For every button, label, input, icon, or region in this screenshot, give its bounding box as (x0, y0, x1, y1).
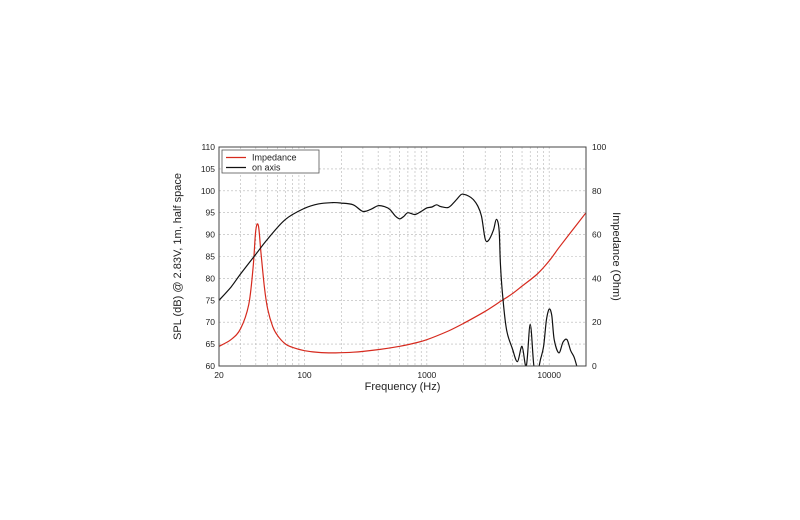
left-y-tick-label: 100 (201, 186, 215, 196)
right-y-tick-label: 40 (592, 273, 602, 283)
legend: Impedance on axis (221, 149, 320, 174)
right-y-tick-label: 0 (592, 361, 597, 371)
legend-box (221, 149, 320, 174)
left-y-tick-label: 70 (206, 317, 216, 327)
left-y-tick-label: 65 (206, 339, 216, 349)
left-y-tick-label: 75 (206, 295, 216, 305)
x-tick-label: 1000 (417, 370, 436, 380)
left-y-axis-title: SPL (dB) @ 2.83V, 1m, half space (172, 173, 184, 340)
left-y-tick-label: 95 (206, 208, 216, 218)
tick-labels: 20 100 1000 10000 60 65 70 75 80 85 90 95 100 105 110 0… (201, 142, 607, 380)
series-line-impedance (219, 212, 586, 354)
left-y-tick-label: 90 (206, 230, 216, 240)
series-line-on-axis (219, 193, 578, 366)
left-y-tick-label: 60 (206, 361, 216, 371)
left-y-tick-label: 85 (206, 252, 216, 262)
plot-frame (218, 146, 587, 367)
x-tick-label: 10000 (537, 370, 561, 380)
x-tick-label: 20 (214, 370, 224, 380)
series-layer (219, 193, 586, 366)
grid (219, 147, 586, 366)
legend-label-impedance: Impedance (252, 153, 297, 163)
x-axis-title: Frequency (Hz) (365, 381, 441, 393)
x-tick-label: 100 (297, 370, 311, 380)
right-y-tick-label: 100 (592, 142, 606, 152)
legend-label-on-axis: on axis (252, 163, 281, 173)
right-y-axis-title: Impedance (Ohm) (610, 212, 622, 301)
left-y-tick-label: 110 (201, 142, 215, 152)
left-y-tick-label: 80 (206, 273, 216, 283)
right-y-tick-label: 80 (592, 186, 602, 196)
right-y-tick-label: 60 (592, 230, 602, 240)
right-y-tick-label: 20 (592, 317, 602, 327)
left-y-tick-label: 105 (201, 164, 215, 174)
